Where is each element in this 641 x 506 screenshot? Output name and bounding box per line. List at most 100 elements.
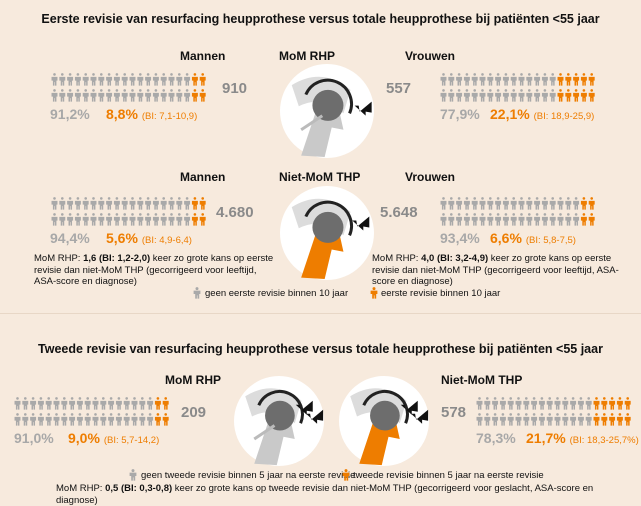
ci-women-mom: (BI: 18,9-25,9): [533, 111, 595, 122]
count-men-thp: 4.680: [216, 204, 254, 221]
person-gray-icon: [531, 413, 538, 426]
ci-second-mom: (BI: 5,7-14,2): [103, 435, 160, 446]
person-gray-icon: [139, 397, 146, 410]
legend-revision: eerste revisie binnen 10 jaar: [370, 287, 500, 299]
person-gray-icon: [69, 397, 76, 410]
note-suffix: keer zo grote kans op eerste revisie dan…: [34, 253, 274, 287]
ci-men-mom: (BI: 7,1-10,9): [141, 111, 198, 122]
person-gray-icon: [82, 73, 89, 86]
person-gray-icon: [59, 213, 66, 226]
person-gray-icon: [14, 413, 21, 426]
person-gray-icon: [487, 213, 494, 226]
person-orange-icon: [154, 413, 161, 426]
pct-no-men-thp: 94,4%: [50, 230, 90, 246]
person-gray-icon: [541, 213, 548, 226]
person-gray-icon: [84, 413, 91, 426]
person-gray-icon: [106, 73, 113, 86]
arrow-icon: [306, 409, 324, 424]
person-gray-icon: [538, 397, 545, 410]
pct-yes-value: 9,0%: [68, 430, 100, 446]
person-gray-icon: [471, 197, 478, 210]
person-gray-icon: [61, 397, 68, 410]
person-orange-icon: [154, 397, 161, 410]
person-orange-icon: [601, 397, 608, 410]
note-value: 0,5 (BI: 0,3-0,8): [105, 483, 173, 494]
person-gray-icon: [53, 413, 60, 426]
person-gray-icon: [45, 413, 52, 426]
hip-resurfacing-icon: [280, 64, 374, 158]
arrow-icon: [354, 101, 372, 116]
person-orange-icon: [191, 213, 198, 226]
pct-yes-men-mom: 8,8% (BI: 7,1-10,9): [106, 106, 197, 122]
person-gray-icon: [131, 397, 138, 410]
person-gray-icon: [440, 89, 447, 102]
person-gray-icon: [106, 197, 113, 210]
person-gray-icon: [526, 73, 533, 86]
person-gray-icon: [557, 197, 564, 210]
cup-outline: [362, 390, 409, 424]
pct-yes-women-thp: 6,6% (BI: 5,8-7,5): [490, 230, 576, 246]
note-value: 4,0 (BI: 3,2-4,9): [421, 253, 489, 264]
person-gray-icon: [456, 197, 463, 210]
person-gray-icon: [67, 73, 74, 86]
type-label-mom: MoM RHP: [279, 49, 335, 63]
person-orange-icon: [162, 397, 169, 410]
person-gray-icon: [145, 73, 152, 86]
person-gray-icon: [160, 213, 167, 226]
person-orange-icon: [199, 197, 206, 210]
pct-yes-men-thp: 5,6% (BI: 4,9-6,4): [106, 230, 192, 246]
person-gray-icon: [59, 73, 66, 86]
person-gray-icon: [168, 89, 175, 102]
person-orange-icon: [191, 73, 198, 86]
person-orange-icon: [588, 197, 595, 210]
person-gray-icon: [456, 89, 463, 102]
person-gray-icon: [121, 213, 128, 226]
arrow-icon: [352, 216, 370, 231]
person-gray-icon: [585, 413, 592, 426]
person-gray-icon: [84, 397, 91, 410]
person-gray-icon: [534, 197, 541, 210]
person-gray-icon: [67, 197, 74, 210]
pct-yes-second-mom: 9,0% (BI: 5,7-14,2): [68, 430, 159, 446]
total-hip-icon: [280, 186, 374, 280]
femur-shape: [254, 418, 295, 466]
person-gray-icon: [479, 213, 486, 226]
person-gray-icon: [22, 413, 29, 426]
person-gray-icon: [147, 413, 154, 426]
person-gray-icon: [51, 213, 58, 226]
pct-no-women-mom: 77,9%: [440, 106, 480, 122]
section1-title: Eerste revisie van resurfacing heupproth…: [41, 12, 600, 26]
person-gray-icon: [168, 197, 175, 210]
person-gray-icon: [507, 397, 514, 410]
femur-shape: [301, 230, 344, 280]
person-gray-icon: [61, 413, 68, 426]
person-gray-icon: [502, 73, 509, 86]
person-gray-icon: [106, 89, 113, 102]
person-gray-icon: [22, 397, 29, 410]
person-gray-icon: [487, 73, 494, 86]
person-orange-icon: [370, 287, 378, 299]
person-orange-icon: [588, 89, 595, 102]
person-orange-icon: [199, 89, 206, 102]
person-orange-icon: [557, 89, 564, 102]
stem-line: [253, 424, 276, 441]
person-gray-icon: [67, 213, 74, 226]
person-gray-icon: [90, 197, 97, 210]
person-gray-icon: [193, 287, 201, 299]
person-orange-icon: [580, 89, 587, 102]
femoral-head: [312, 89, 344, 121]
person-gray-icon: [74, 197, 81, 210]
person-gray-icon: [168, 73, 175, 86]
person-gray-icon: [499, 397, 506, 410]
person-orange-icon: [624, 397, 631, 410]
section2-title: Tweede revisie van resurfacing heupproth…: [38, 342, 603, 356]
person-gray-icon: [145, 89, 152, 102]
person-gray-icon: [90, 89, 97, 102]
note-prefix: MoM RHP:: [34, 253, 84, 264]
person-gray-icon: [523, 397, 530, 410]
pct-no-women-thp: 93,4%: [440, 230, 480, 246]
person-gray-icon: [74, 89, 81, 102]
legend-no-second-revision: geen tweede revisie binnen 5 jaar na eer…: [129, 469, 355, 481]
person-gray-icon: [137, 197, 144, 210]
type-label-second-thp: Niet-MoM THP: [441, 373, 523, 387]
